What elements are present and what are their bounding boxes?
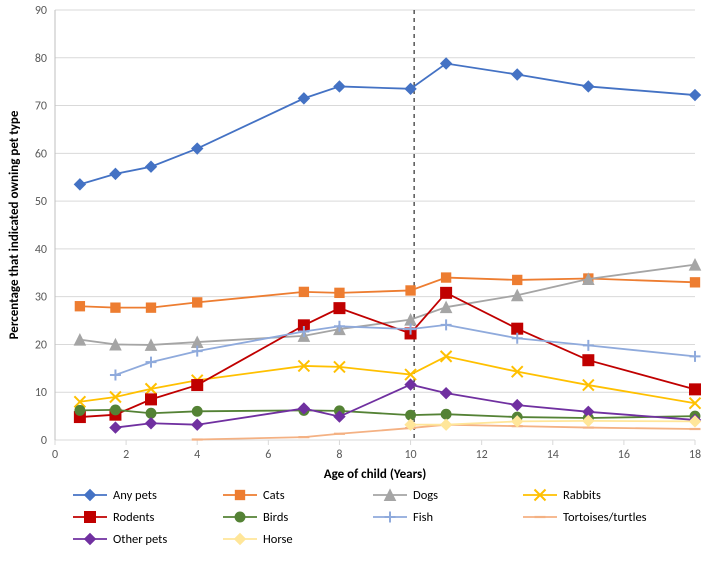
y-axis-label: Percentage that indicated owning pet typ…	[7, 110, 22, 339]
legend-label: Any pets	[113, 488, 157, 503]
chart-svg: 0 10 20 30 40 50 60 70 80 90 0 2 4 6 8 10 12 14 16 18 Age of…	[0, 0, 709, 567]
line-chart: 0 10 20 30 40 50 60 70 80 90 0 2 4 6 8 10 12 14 16 18 Age of…	[0, 0, 709, 567]
legend-label: Rodents	[113, 510, 155, 525]
x-tick-label: 0	[52, 448, 58, 462]
y-tick-label: 30	[35, 291, 47, 305]
legend-label: Horse	[263, 532, 293, 547]
x-tick-label: 12	[476, 448, 488, 462]
legend-label: Rabbits	[563, 488, 601, 503]
x-tick-label: 8	[336, 448, 342, 462]
legend-label: Cats	[263, 488, 285, 503]
x-axis-label: Age of child (Years)	[324, 467, 427, 482]
legend-label: Dogs	[413, 488, 438, 503]
legend-label: Fish	[413, 510, 433, 525]
legend-label: Other pets	[113, 532, 167, 547]
legend-label: Birds	[263, 510, 288, 525]
x-tick-label: 2	[123, 448, 129, 462]
y-tick-label: 20	[35, 338, 47, 352]
x-tick-label: 10	[404, 448, 416, 462]
x-tick-label: 6	[265, 448, 271, 462]
legend-item-rodents: Rodents	[73, 510, 155, 525]
y-tick-label: 0	[41, 434, 47, 448]
y-tick-label: 40	[35, 243, 47, 257]
x-tick-label: 16	[618, 448, 630, 462]
y-tick-label: 60	[35, 147, 47, 161]
legend-label: Tortoises/turtles	[563, 510, 647, 525]
x-tick-label: 14	[547, 448, 559, 462]
x-tick-label: 4	[194, 448, 200, 462]
y-tick-label: 70	[35, 100, 47, 114]
y-tick-label: 90	[35, 4, 47, 18]
y-tick-label: 50	[35, 195, 47, 209]
y-tick-label: 10	[35, 386, 47, 400]
y-tick-label: 80	[35, 52, 47, 66]
x-tick-label: 18	[689, 448, 701, 462]
